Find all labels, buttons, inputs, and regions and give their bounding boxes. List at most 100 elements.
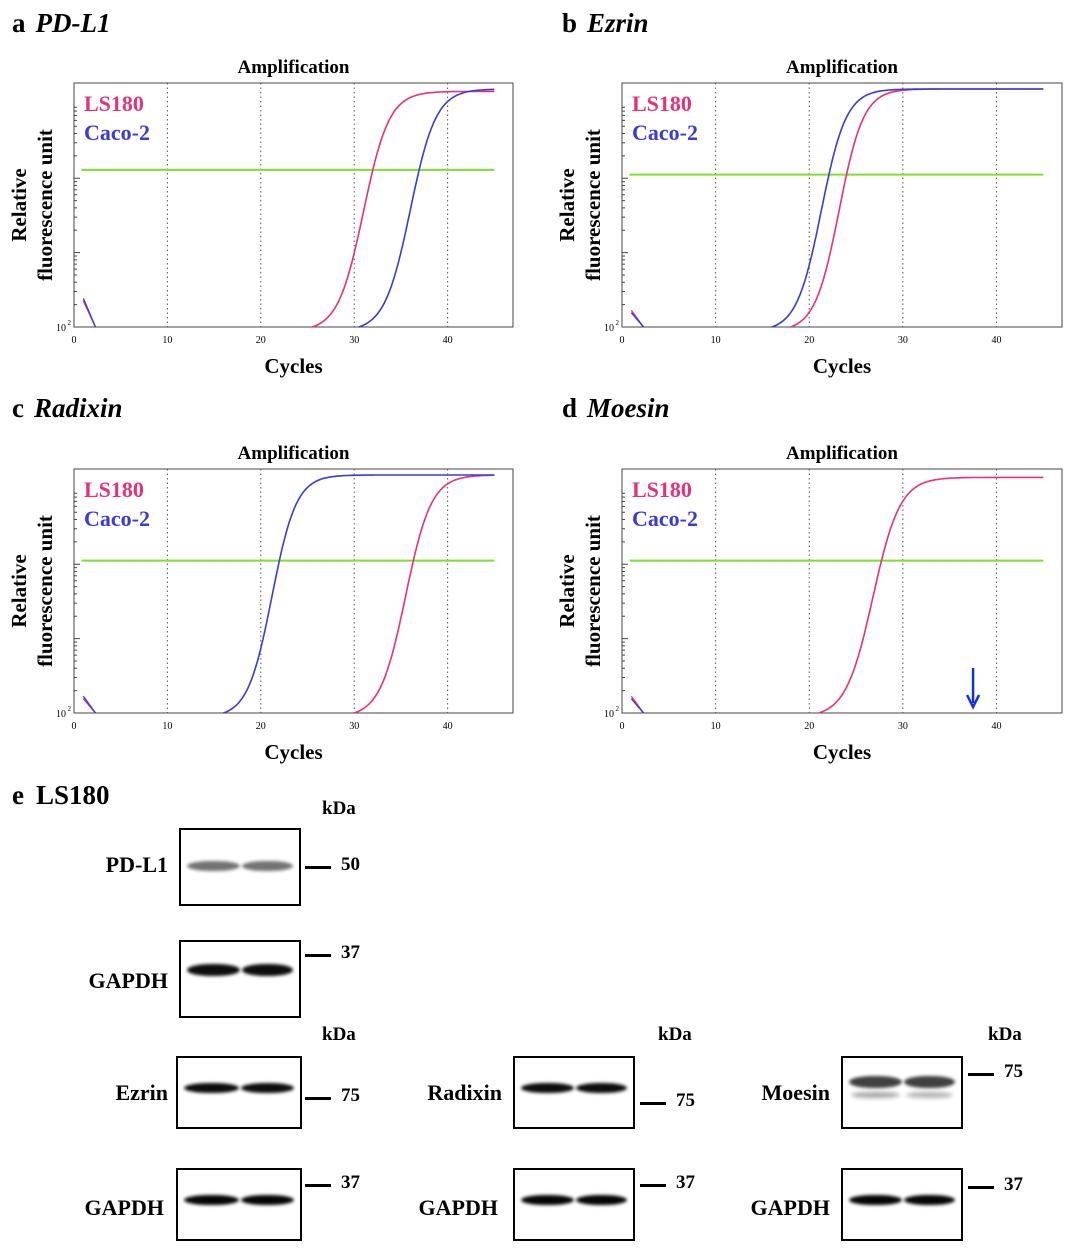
marker-value: 37 <box>341 1172 360 1193</box>
band-lane-2 <box>576 1082 627 1093</box>
series-line-caco-2 <box>358 88 495 328</box>
series-start-artifact <box>82 298 97 328</box>
blot-moesin <box>841 1056 963 1129</box>
x-tick-label: 40 <box>991 335 1001 346</box>
y-axis-label-line2: fluorescence unit <box>581 129 605 281</box>
band-lane-1 <box>187 963 240 976</box>
x-tick-label: 0 <box>620 721 625 732</box>
series-start-artifact <box>630 312 645 328</box>
gene-name: PD-L1 <box>35 8 111 38</box>
band-lane-2 <box>242 963 293 976</box>
marker-tick <box>305 1184 331 1187</box>
panel-d-header: d Moesin <box>562 393 670 424</box>
blot-label: GAPDH <box>84 1195 164 1220</box>
x-tick-label: 10 <box>162 721 172 732</box>
band-lane-1 <box>184 1082 239 1093</box>
marker-value: 50 <box>341 854 360 875</box>
marker-tick <box>968 1073 994 1076</box>
panel-letter: e <box>12 780 24 810</box>
x-tick-label: 10 <box>711 721 721 732</box>
x-tick-label: 0 <box>72 721 77 732</box>
x-tick-label: 30 <box>349 721 359 732</box>
legend-caco2: Caco-2 <box>84 120 150 145</box>
x-axis-label: Cycles <box>813 354 871 378</box>
y-axis-label-line1: Relative <box>555 168 579 241</box>
legend-caco2: Caco-2 <box>632 120 698 145</box>
series-line-caco-2 <box>771 88 1044 328</box>
blot-gapdh4 <box>841 1168 963 1241</box>
band-lane-1 <box>849 1194 902 1205</box>
x-tick-label: 0 <box>72 335 77 346</box>
legend-ls180: LS180 <box>84 91 144 116</box>
y-tick-exponent: 2 <box>68 705 72 713</box>
x-tick-label: 0 <box>620 335 625 346</box>
panel-a-header: a PD-L1 <box>12 8 110 39</box>
x-tick-label: 30 <box>349 335 359 346</box>
band-lane-1 <box>521 1082 574 1093</box>
series-line-ls180 <box>818 476 1044 714</box>
x-tick-label: 40 <box>991 721 1001 732</box>
x-axis-label: Cycles <box>813 740 871 764</box>
legend-ls180: LS180 <box>632 91 692 116</box>
gene-name: Radixin <box>33 393 123 423</box>
x-tick-label: 10 <box>711 335 721 346</box>
band-lane-2 <box>904 1075 955 1088</box>
band-lane-2-lower <box>906 1091 953 1098</box>
x-tick-label: 10 <box>162 335 172 346</box>
y-tick-label: 10 <box>604 709 614 720</box>
panel-b-header: b Ezrin <box>562 8 649 39</box>
panel-e-header: e LS180 <box>12 780 110 811</box>
blot-pdl1 <box>179 828 301 906</box>
y-tick-exponent: 2 <box>616 319 620 327</box>
marker-value: 37 <box>341 942 360 963</box>
blot-label: GAPDH <box>88 968 168 993</box>
y-tick-exponent: 2 <box>616 705 620 713</box>
kda-header: kDa <box>988 1024 1022 1045</box>
x-tick-label: 20 <box>256 335 266 346</box>
series-start-artifact <box>630 698 645 714</box>
blot-radixin <box>513 1056 635 1129</box>
y-tick-label: 10 <box>56 323 66 334</box>
blot-gapdh3 <box>513 1168 635 1241</box>
panel-letter: c <box>12 393 24 423</box>
blot-label: PD-L1 <box>105 852 168 877</box>
blot-label: GAPDH <box>418 1195 498 1220</box>
band-lane-1 <box>849 1075 902 1088</box>
y-axis-label-line2: fluorescence unit <box>33 129 57 281</box>
plot-frame <box>621 468 1063 714</box>
marker-tick <box>968 1186 994 1189</box>
x-tick-label: 40 <box>443 335 453 346</box>
x-tick-label: 30 <box>898 721 908 732</box>
blot-ezrin <box>176 1056 302 1129</box>
band-lane-1 <box>184 1194 239 1205</box>
plot-frame <box>73 82 514 328</box>
legend-ls180: LS180 <box>632 477 692 502</box>
band-lane-2 <box>576 1194 627 1205</box>
cell-line-label: LS180 <box>35 780 110 810</box>
blot-label: Moesin <box>761 1080 830 1105</box>
legend-caco2: Caco-2 <box>632 506 698 531</box>
panel-letter: a <box>12 8 26 38</box>
gene-name: Ezrin <box>587 8 649 38</box>
y-axis-label-line2: fluorescence unit <box>581 515 605 667</box>
marker-tick <box>305 1097 331 1100</box>
panel-c-header: c Radixin <box>12 393 123 424</box>
blot-label: Ezrin <box>115 1080 168 1105</box>
y-axis-label-line2: fluorescence unit <box>33 515 57 667</box>
kda-header: kDa <box>658 1024 692 1045</box>
x-axis-label: Cycles <box>264 354 322 378</box>
band-lane-2 <box>241 1082 294 1093</box>
plot-frame <box>621 82 1063 328</box>
y-tick-exponent: 2 <box>68 319 72 327</box>
band-lane-1-lower <box>851 1091 900 1098</box>
marker-tick <box>305 866 331 869</box>
x-tick-label: 40 <box>443 721 453 732</box>
y-tick-label: 10 <box>56 709 66 720</box>
caco2-absent-arrowhead <box>965 694 981 710</box>
x-tick-label: 20 <box>804 721 814 732</box>
chart-title: Amplification <box>238 443 350 464</box>
blot-gapdh2 <box>176 1168 302 1241</box>
